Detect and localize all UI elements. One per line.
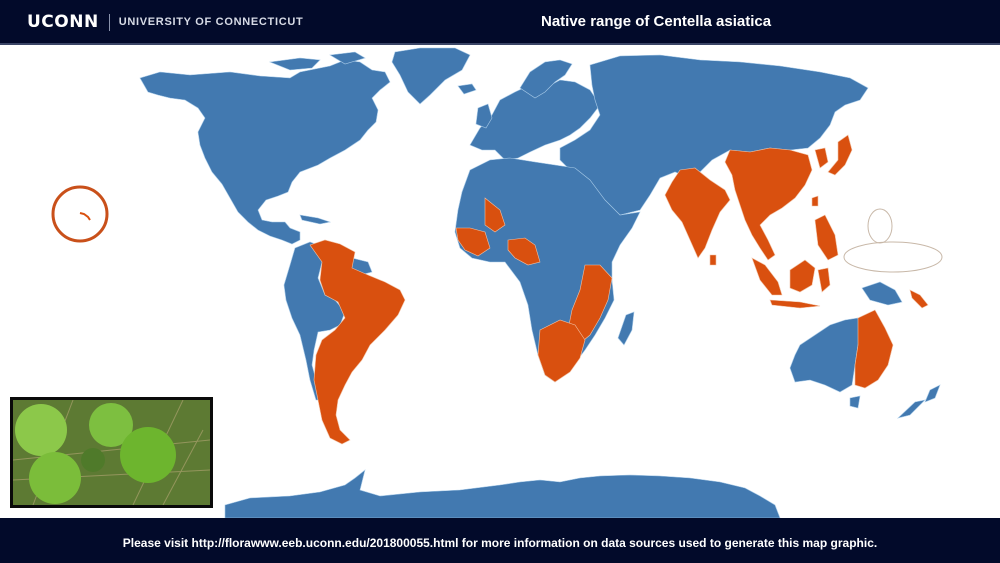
logo-wordmark: UCONN (27, 12, 99, 32)
centella-photo-inset (10, 397, 213, 508)
logo-divider (108, 13, 110, 31)
map-svg (51, 47, 943, 518)
header-bar: UCONN UNIVERSITY OF CONNECTICUT Native r… (0, 0, 1000, 45)
hawaii-highlight-circle (51, 185, 109, 243)
hawaii-islands (79, 212, 91, 221)
leaf-photo (13, 400, 210, 505)
micronesia-ellipse (867, 208, 893, 244)
footer-bar: Please visit http://florawww.eeb.uconn.e… (0, 518, 1000, 563)
non-native-land (139, 47, 941, 518)
logo-subtitle: UNIVERSITY OF CONNECTICUT (118, 16, 304, 28)
pacific-islands-ellipse (843, 241, 943, 273)
map-title: Native range of Centella asiatica (541, 13, 772, 30)
native-range-land (309, 134, 929, 445)
uconn-logo[interactable]: UCONN UNIVERSITY OF CONNECTICUT (27, 12, 303, 32)
data-source-note: Please visit http://florawww.eeb.uconn.e… (122, 536, 878, 550)
